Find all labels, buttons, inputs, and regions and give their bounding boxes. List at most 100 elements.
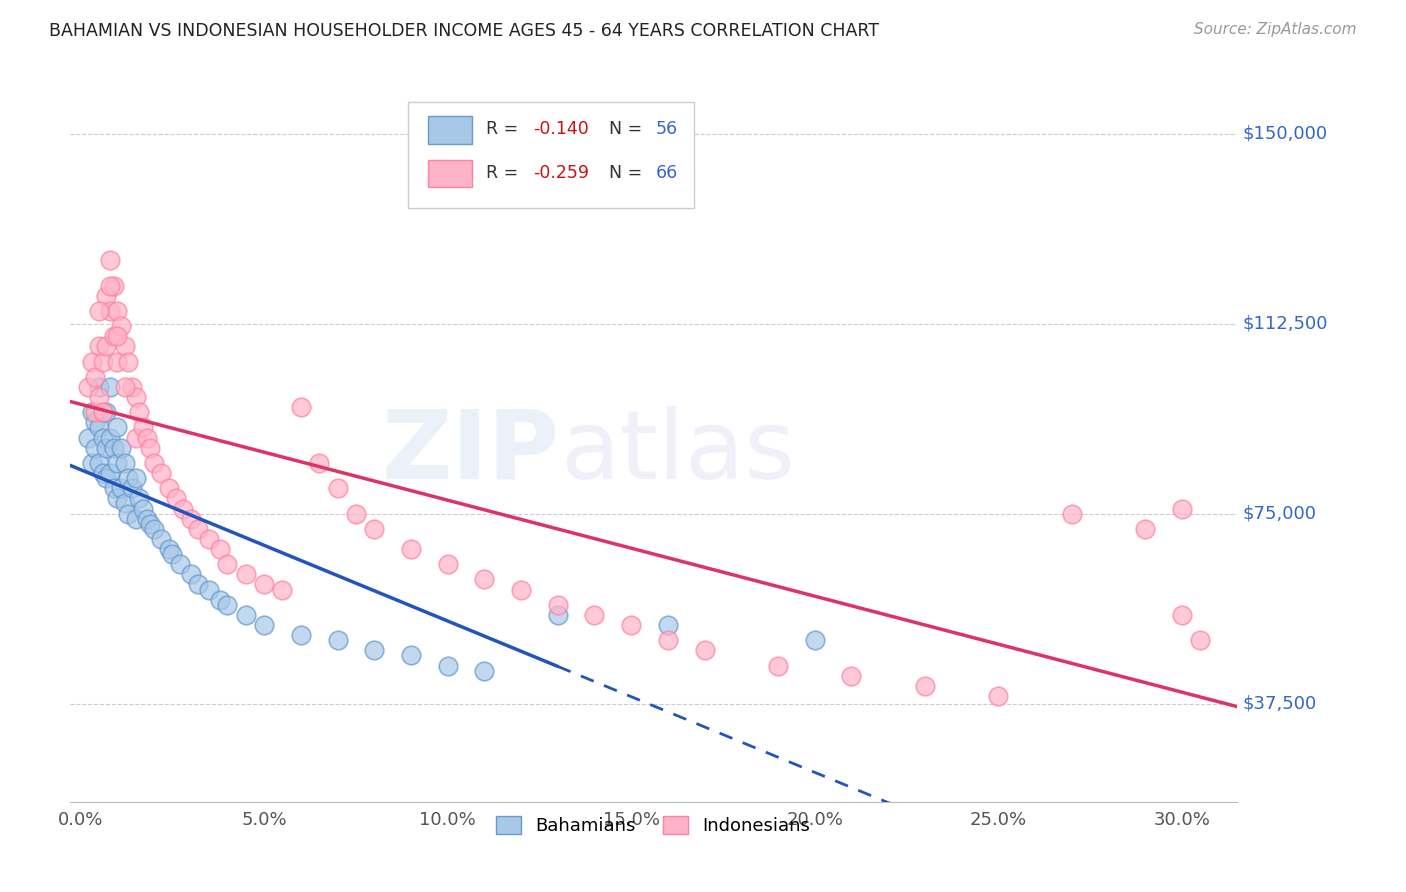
Point xyxy=(510,582,533,597)
Point xyxy=(841,668,863,682)
Point xyxy=(124,431,146,445)
Point xyxy=(105,456,128,470)
Point xyxy=(150,466,173,480)
Point xyxy=(114,380,136,394)
Point xyxy=(110,481,132,495)
FancyBboxPatch shape xyxy=(408,103,695,208)
Point xyxy=(209,592,232,607)
Point xyxy=(87,420,110,434)
Point xyxy=(98,278,121,293)
Text: 56: 56 xyxy=(655,120,678,138)
Point xyxy=(209,542,232,557)
Point xyxy=(105,329,128,343)
Point xyxy=(547,598,569,612)
Point xyxy=(91,354,114,368)
Point xyxy=(399,542,422,557)
Point xyxy=(84,416,107,430)
Point xyxy=(77,431,100,445)
Text: ZIP: ZIP xyxy=(382,406,560,499)
Point xyxy=(87,304,110,318)
Point xyxy=(1189,633,1212,648)
Text: $75,000: $75,000 xyxy=(1243,505,1316,523)
Point xyxy=(96,289,118,303)
Point xyxy=(91,405,114,419)
Point xyxy=(436,658,458,673)
Point xyxy=(139,441,162,455)
Point xyxy=(103,441,125,455)
Point xyxy=(162,547,184,561)
Point xyxy=(117,471,139,485)
Point xyxy=(436,558,458,572)
Text: atlas: atlas xyxy=(560,406,794,499)
Point xyxy=(143,522,166,536)
Point xyxy=(105,491,128,506)
Point xyxy=(121,481,143,495)
Point xyxy=(271,582,294,597)
Point xyxy=(472,573,495,587)
Point xyxy=(766,658,789,673)
Point xyxy=(87,339,110,353)
Text: Source: ZipAtlas.com: Source: ZipAtlas.com xyxy=(1194,22,1357,37)
Text: BAHAMIAN VS INDONESIAN HOUSEHOLDER INCOME AGES 45 - 64 YEARS CORRELATION CHART: BAHAMIAN VS INDONESIAN HOUSEHOLDER INCOM… xyxy=(49,22,879,40)
Point xyxy=(803,633,825,648)
Point xyxy=(77,380,100,394)
Point xyxy=(290,628,312,642)
Text: $37,500: $37,500 xyxy=(1243,695,1317,713)
Point xyxy=(84,441,107,455)
Point xyxy=(110,441,132,455)
Point xyxy=(143,456,166,470)
Point xyxy=(103,329,125,343)
Point xyxy=(344,507,367,521)
Point xyxy=(132,501,155,516)
Point xyxy=(105,420,128,434)
Point xyxy=(547,607,569,622)
Point xyxy=(96,339,118,353)
Point xyxy=(217,598,239,612)
Point xyxy=(105,354,128,368)
Point xyxy=(132,420,155,434)
Point xyxy=(472,664,495,678)
Text: -0.140: -0.140 xyxy=(533,120,589,138)
Point xyxy=(363,522,385,536)
Point xyxy=(235,567,257,582)
Point xyxy=(117,354,139,368)
Point xyxy=(96,405,118,419)
Point xyxy=(121,380,143,394)
Point xyxy=(98,380,121,394)
Point xyxy=(169,558,191,572)
Point xyxy=(91,466,114,480)
Point xyxy=(105,304,128,318)
Text: 66: 66 xyxy=(655,164,678,182)
Point xyxy=(84,405,107,419)
Point xyxy=(96,471,118,485)
Point xyxy=(87,456,110,470)
Point xyxy=(914,679,936,693)
Point xyxy=(103,481,125,495)
Point xyxy=(180,567,202,582)
Point xyxy=(80,456,103,470)
Point xyxy=(80,405,103,419)
Text: $150,000: $150,000 xyxy=(1243,125,1327,143)
Text: R =: R = xyxy=(486,120,524,138)
Point xyxy=(114,496,136,510)
Point xyxy=(399,648,422,663)
Text: N =: N = xyxy=(609,164,648,182)
Point xyxy=(165,491,187,506)
Point xyxy=(172,501,194,516)
Text: N =: N = xyxy=(609,120,648,138)
Point xyxy=(308,456,330,470)
Point xyxy=(583,607,606,622)
Point xyxy=(657,618,679,632)
Point xyxy=(326,633,349,648)
Point xyxy=(87,390,110,404)
Point xyxy=(180,511,202,525)
Point xyxy=(87,380,110,394)
Point xyxy=(253,618,276,632)
Point xyxy=(198,532,221,546)
Point xyxy=(620,618,643,632)
Point xyxy=(124,390,146,404)
Point xyxy=(187,577,209,591)
Point xyxy=(290,401,312,415)
Point xyxy=(124,511,146,525)
Point xyxy=(657,633,679,648)
